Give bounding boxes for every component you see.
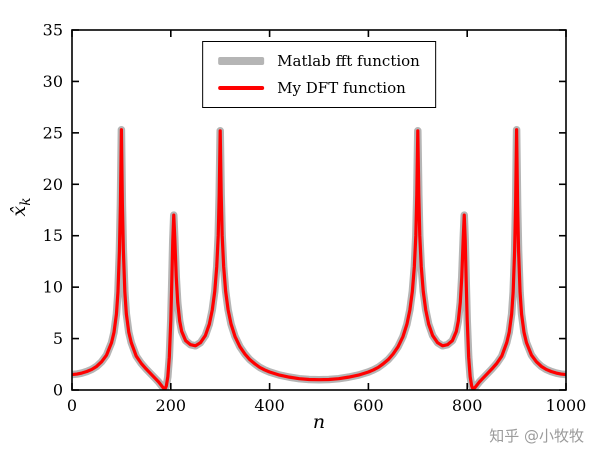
series-line-0 bbox=[72, 126, 566, 390]
x-tick-label-1000: 1000 bbox=[546, 396, 587, 415]
x-tick-label-400: 400 bbox=[254, 396, 285, 415]
y-axis-label-main: x̂ bbox=[8, 205, 31, 217]
legend-line-sample-my-dft bbox=[218, 86, 265, 90]
y-tick-label-15: 15 bbox=[43, 226, 63, 245]
y-tick-label-5: 5 bbox=[53, 329, 63, 348]
y-tick-label-10: 10 bbox=[43, 278, 63, 297]
legend-line-sample-matlab-fft bbox=[218, 57, 265, 65]
watermark: 知乎 @小牧牧 bbox=[489, 427, 584, 445]
y-tick-label-20: 20 bbox=[43, 175, 63, 194]
x-tick-label-800: 800 bbox=[452, 396, 483, 415]
y-tick-label-30: 30 bbox=[43, 72, 63, 91]
x-tick-label-600: 600 bbox=[353, 396, 384, 415]
series-line-1 bbox=[72, 128, 566, 390]
x-tick-label-0: 0 bbox=[67, 396, 77, 415]
x-axis-label: n bbox=[312, 411, 326, 433]
x-tick-label-200: 200 bbox=[156, 396, 187, 415]
legend: Matlab fft function My DFT function bbox=[202, 41, 436, 108]
legend-label-my-dft: My DFT function bbox=[277, 79, 406, 97]
y-tick-label-0: 0 bbox=[53, 381, 63, 400]
axes-box bbox=[71, 29, 567, 391]
y-tick-label-35: 35 bbox=[43, 21, 63, 40]
y-axis-label-sub: k bbox=[17, 197, 34, 206]
legend-entry-matlab-fft: Matlab fft function bbox=[218, 52, 420, 70]
legend-entry-my-dft: My DFT function bbox=[218, 79, 420, 97]
y-tick-label-25: 25 bbox=[43, 123, 63, 142]
legend-label-matlab-fft: Matlab fft function bbox=[277, 52, 420, 70]
y-axis-label: x̂k bbox=[8, 197, 34, 216]
